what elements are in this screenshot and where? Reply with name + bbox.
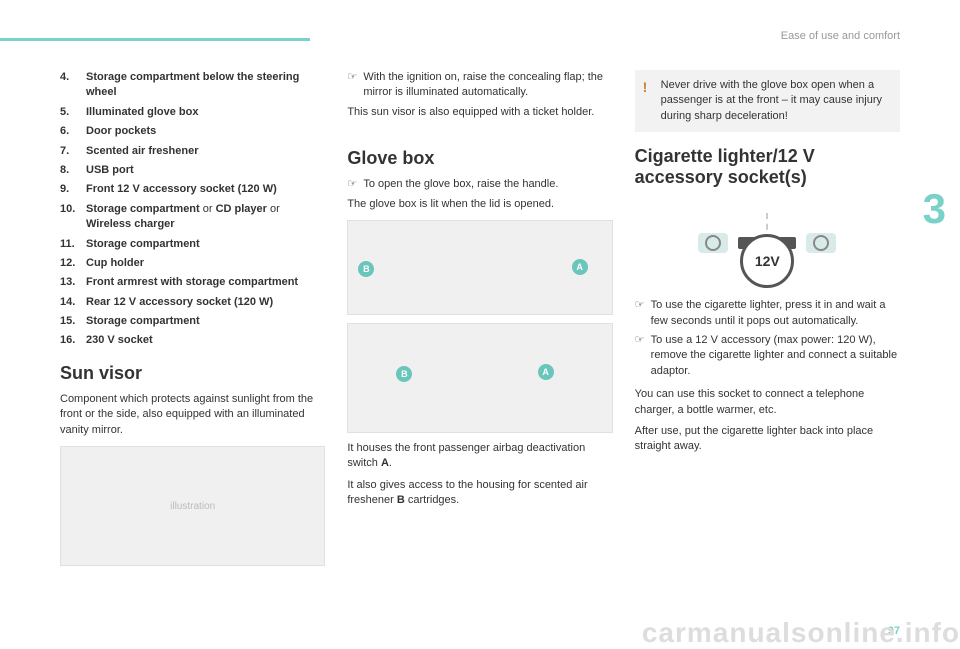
steering-wheel-icon [698, 233, 728, 253]
list-number: 4. [60, 70, 86, 101]
list-text: Cup holder [86, 256, 144, 271]
steering-wheel-icon [806, 233, 836, 253]
sun-visor-illustration: illustration [60, 446, 325, 566]
list-item: 12.Cup holder [60, 256, 325, 271]
bullet-icon: ☞ [635, 333, 651, 379]
list-text: Storage compartment below the steering w… [86, 70, 325, 101]
column-1: 4.Storage compartment below the steering… [60, 70, 325, 619]
list-item: 8.USB port [60, 163, 325, 178]
bullet-text: To open the glove box, raise the handle. [363, 177, 558, 192]
list-item: 4.Storage compartment below the steering… [60, 70, 325, 101]
air-freshener-note: It also gives access to the housing for … [347, 478, 612, 509]
list-item: 11.Storage compartment [60, 237, 325, 252]
label-a-icon: A [538, 364, 554, 380]
list-item: 7.Scented air freshener [60, 144, 325, 159]
socket-label: 12V [755, 253, 780, 269]
list-number: 10. [60, 202, 86, 233]
twelve-v-socket-icon: 12V [740, 234, 794, 288]
list-number: 7. [60, 144, 86, 159]
list-text: Door pockets [86, 124, 156, 139]
list-text: Storage compartment [86, 237, 200, 252]
list-item: 9.Front 12 V accessory socket (120 W) [60, 182, 325, 197]
glove-box-illustration-closed: B A [347, 220, 612, 315]
list-text: Front armrest with storage compartment [86, 275, 298, 290]
chapter-number: 3 [923, 185, 946, 233]
list-text: Scented air freshener [86, 144, 199, 159]
list-number: 9. [60, 182, 86, 197]
bullet-open-glove: ☞ To open the glove box, raise the handl… [347, 177, 612, 192]
bullet-text: To use a 12 V accessory (max power: 120 … [651, 333, 900, 379]
header-accent-bar [0, 38, 310, 41]
socket-usage-note: You can use this socket to connect a tel… [635, 387, 900, 418]
heading-cigarette-lighter: Cigarette lighter/12 V accessory socket(… [635, 146, 900, 188]
bullet-ignition: ☞ With the ignition on, raise the concea… [347, 70, 612, 101]
page-content: 4.Storage compartment below the steering… [60, 70, 900, 619]
heading-sun-visor: Sun visor [60, 363, 325, 384]
warning-icon: ! [643, 78, 648, 98]
airbag-switch-note: It houses the front passenger airbag dea… [347, 441, 612, 472]
bullet-icon: ☞ [347, 70, 363, 101]
column-3: ! Never drive with the glove box open wh… [635, 70, 900, 619]
header-section-title: Ease of use and comfort [781, 30, 900, 42]
feature-list: 4.Storage compartment below the steering… [60, 70, 325, 349]
list-item: 16.230 V socket [60, 333, 325, 348]
list-item: 14.Rear 12 V accessory socket (120 W) [60, 295, 325, 310]
list-item: 6.Door pockets [60, 124, 325, 139]
warning-text: Never drive with the glove box open when… [661, 79, 882, 122]
list-number: 15. [60, 314, 86, 329]
bullet-text: To use the cigarette lighter, press it i… [651, 298, 900, 329]
list-item: 5.Illuminated glove box [60, 105, 325, 120]
label-b-icon: B [358, 261, 374, 277]
list-text: 230 V socket [86, 333, 153, 348]
warning-box: ! Never drive with the glove box open wh… [635, 70, 900, 132]
heading-glove-box: Glove box [347, 148, 612, 169]
label-b-icon: B [396, 366, 412, 382]
list-number: 11. [60, 237, 86, 252]
column-2: ☞ With the ignition on, raise the concea… [347, 70, 612, 619]
glove-box-illustration-open: B A [347, 323, 612, 433]
list-number: 14. [60, 295, 86, 310]
list-item: 15.Storage compartment [60, 314, 325, 329]
list-number: 16. [60, 333, 86, 348]
bullet-lighter-use: ☞ To use the cigarette lighter, press it… [635, 298, 900, 329]
list-number: 12. [60, 256, 86, 271]
sun-visor-desc: Component which protects against sunligh… [60, 392, 325, 438]
list-text: Rear 12 V accessory socket (120 W) [86, 295, 273, 310]
list-number: 8. [60, 163, 86, 178]
list-item: 10.Storage compartment or CD player or W… [60, 202, 325, 233]
list-number: 13. [60, 275, 86, 290]
socket-diagram: 12V [635, 198, 900, 288]
list-item: 13.Front armrest with storage compartmen… [60, 275, 325, 290]
watermark-text: carmanualsonline.info [642, 617, 960, 649]
glove-lit-note: The glove box is lit when the lid is ope… [347, 197, 612, 212]
bullet-icon: ☞ [635, 298, 651, 329]
list-text: Storage compartment [86, 314, 200, 329]
list-text: Front 12 V accessory socket (120 W) [86, 182, 277, 197]
ticket-holder-note: This sun visor is also equipped with a t… [347, 105, 612, 120]
bullet-text: With the ignition on, raise the conceali… [363, 70, 612, 101]
list-number: 6. [60, 124, 86, 139]
label-a-icon: A [572, 259, 588, 275]
bullet-icon: ☞ [347, 177, 363, 192]
lighter-replace-note: After use, put the cigarette lighter bac… [635, 424, 900, 455]
list-text: USB port [86, 163, 134, 178]
list-text: Storage compartment or CD player or Wire… [86, 202, 325, 233]
list-text: Illuminated glove box [86, 105, 198, 120]
list-number: 5. [60, 105, 86, 120]
bullet-accessory-use: ☞ To use a 12 V accessory (max power: 12… [635, 333, 900, 379]
